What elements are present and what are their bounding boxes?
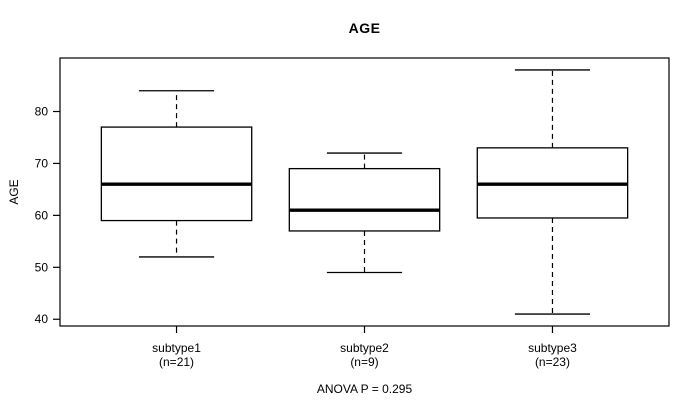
- x-category-label: subtype2: [340, 341, 389, 355]
- anova-annotation: ANOVA P = 0.295: [316, 382, 413, 396]
- chart-title: AGE: [348, 20, 381, 36]
- y-axis-title: AGE: [7, 179, 21, 205]
- iqr-box: [100, 126, 253, 222]
- y-tick-label: 50: [35, 260, 49, 274]
- y-tick-label: 80: [35, 104, 49, 118]
- x-category-sublabel: (n=23): [535, 355, 570, 369]
- y-tick-label: 60: [35, 208, 49, 222]
- iqr-box: [288, 167, 441, 232]
- x-category-sublabel: (n=9): [350, 355, 378, 369]
- x-category-sublabel: (n=21): [159, 355, 194, 369]
- x-category-label: subtype3: [528, 341, 577, 355]
- x-category-label: subtype1: [152, 341, 201, 355]
- y-tick-label: 70: [35, 156, 49, 170]
- y-tick-label: 40: [35, 312, 49, 326]
